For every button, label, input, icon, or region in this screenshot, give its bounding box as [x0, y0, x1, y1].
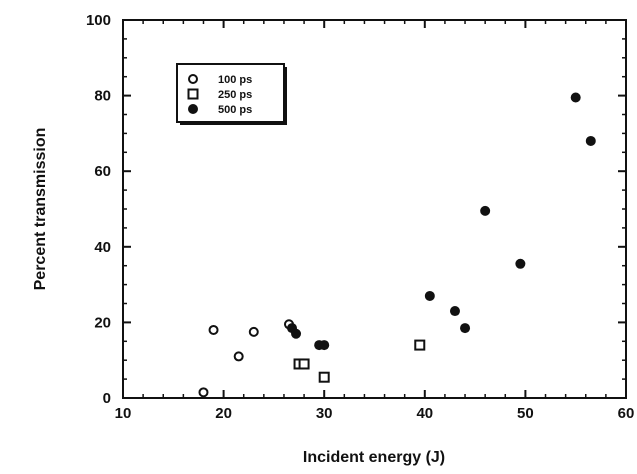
x-tick-label: 60: [618, 405, 635, 422]
data-point-250-ps: [414, 339, 426, 351]
y-tick-label: 0: [103, 390, 111, 407]
y-tick-label: 60: [94, 163, 111, 180]
x-tick-label: 20: [215, 405, 232, 422]
data-point-250-ps: [318, 371, 330, 383]
data-point-500-ps: [480, 205, 491, 216]
data-point-250-ps: [298, 358, 310, 370]
data-point-500-ps: [460, 323, 471, 334]
data-point-500-ps: [291, 328, 302, 339]
data-point-500-ps: [515, 258, 526, 269]
legend-label: 250 ps: [218, 89, 252, 101]
tick-labels: 10 20 30 40 50 60 0 20 40 60 80 100: [86, 12, 634, 422]
data-point-500-ps: [424, 290, 435, 301]
y-tick-label: 20: [94, 314, 111, 331]
data-point-500-ps: [570, 92, 581, 103]
data-point-100-ps: [208, 324, 219, 335]
legend-items: 100 ps 250 ps 500 ps: [187, 74, 252, 116]
data-point-500-ps: [319, 340, 330, 351]
data-point-100-ps: [233, 351, 244, 362]
y-tick-label: 100: [86, 12, 111, 29]
x-axis-title: Incident energy (J): [303, 449, 445, 466]
x-tick-label: 10: [115, 405, 132, 422]
legend-label: 100 ps: [218, 74, 252, 86]
x-tick-label: 40: [416, 405, 433, 422]
legend-label: 500 ps: [218, 104, 252, 116]
legend-marker: [188, 104, 198, 114]
legend-marker: [188, 74, 198, 84]
legend-marker: [187, 88, 199, 100]
x-tick-label: 50: [517, 405, 534, 422]
data-point-500-ps: [449, 306, 460, 317]
data-point-100-ps: [248, 326, 259, 337]
axis-ticks: [122, 19, 627, 399]
y-tick-label: 80: [94, 88, 111, 105]
y-tick-label: 40: [94, 239, 111, 256]
data-point-100-ps: [198, 387, 209, 398]
data-points: [198, 92, 596, 398]
x-tick-label: 30: [316, 405, 333, 422]
legend: 100 ps 250 ps 500 ps: [176, 63, 287, 125]
data-point-500-ps: [585, 135, 596, 146]
y-axis-title: Percent transmission: [32, 128, 49, 291]
